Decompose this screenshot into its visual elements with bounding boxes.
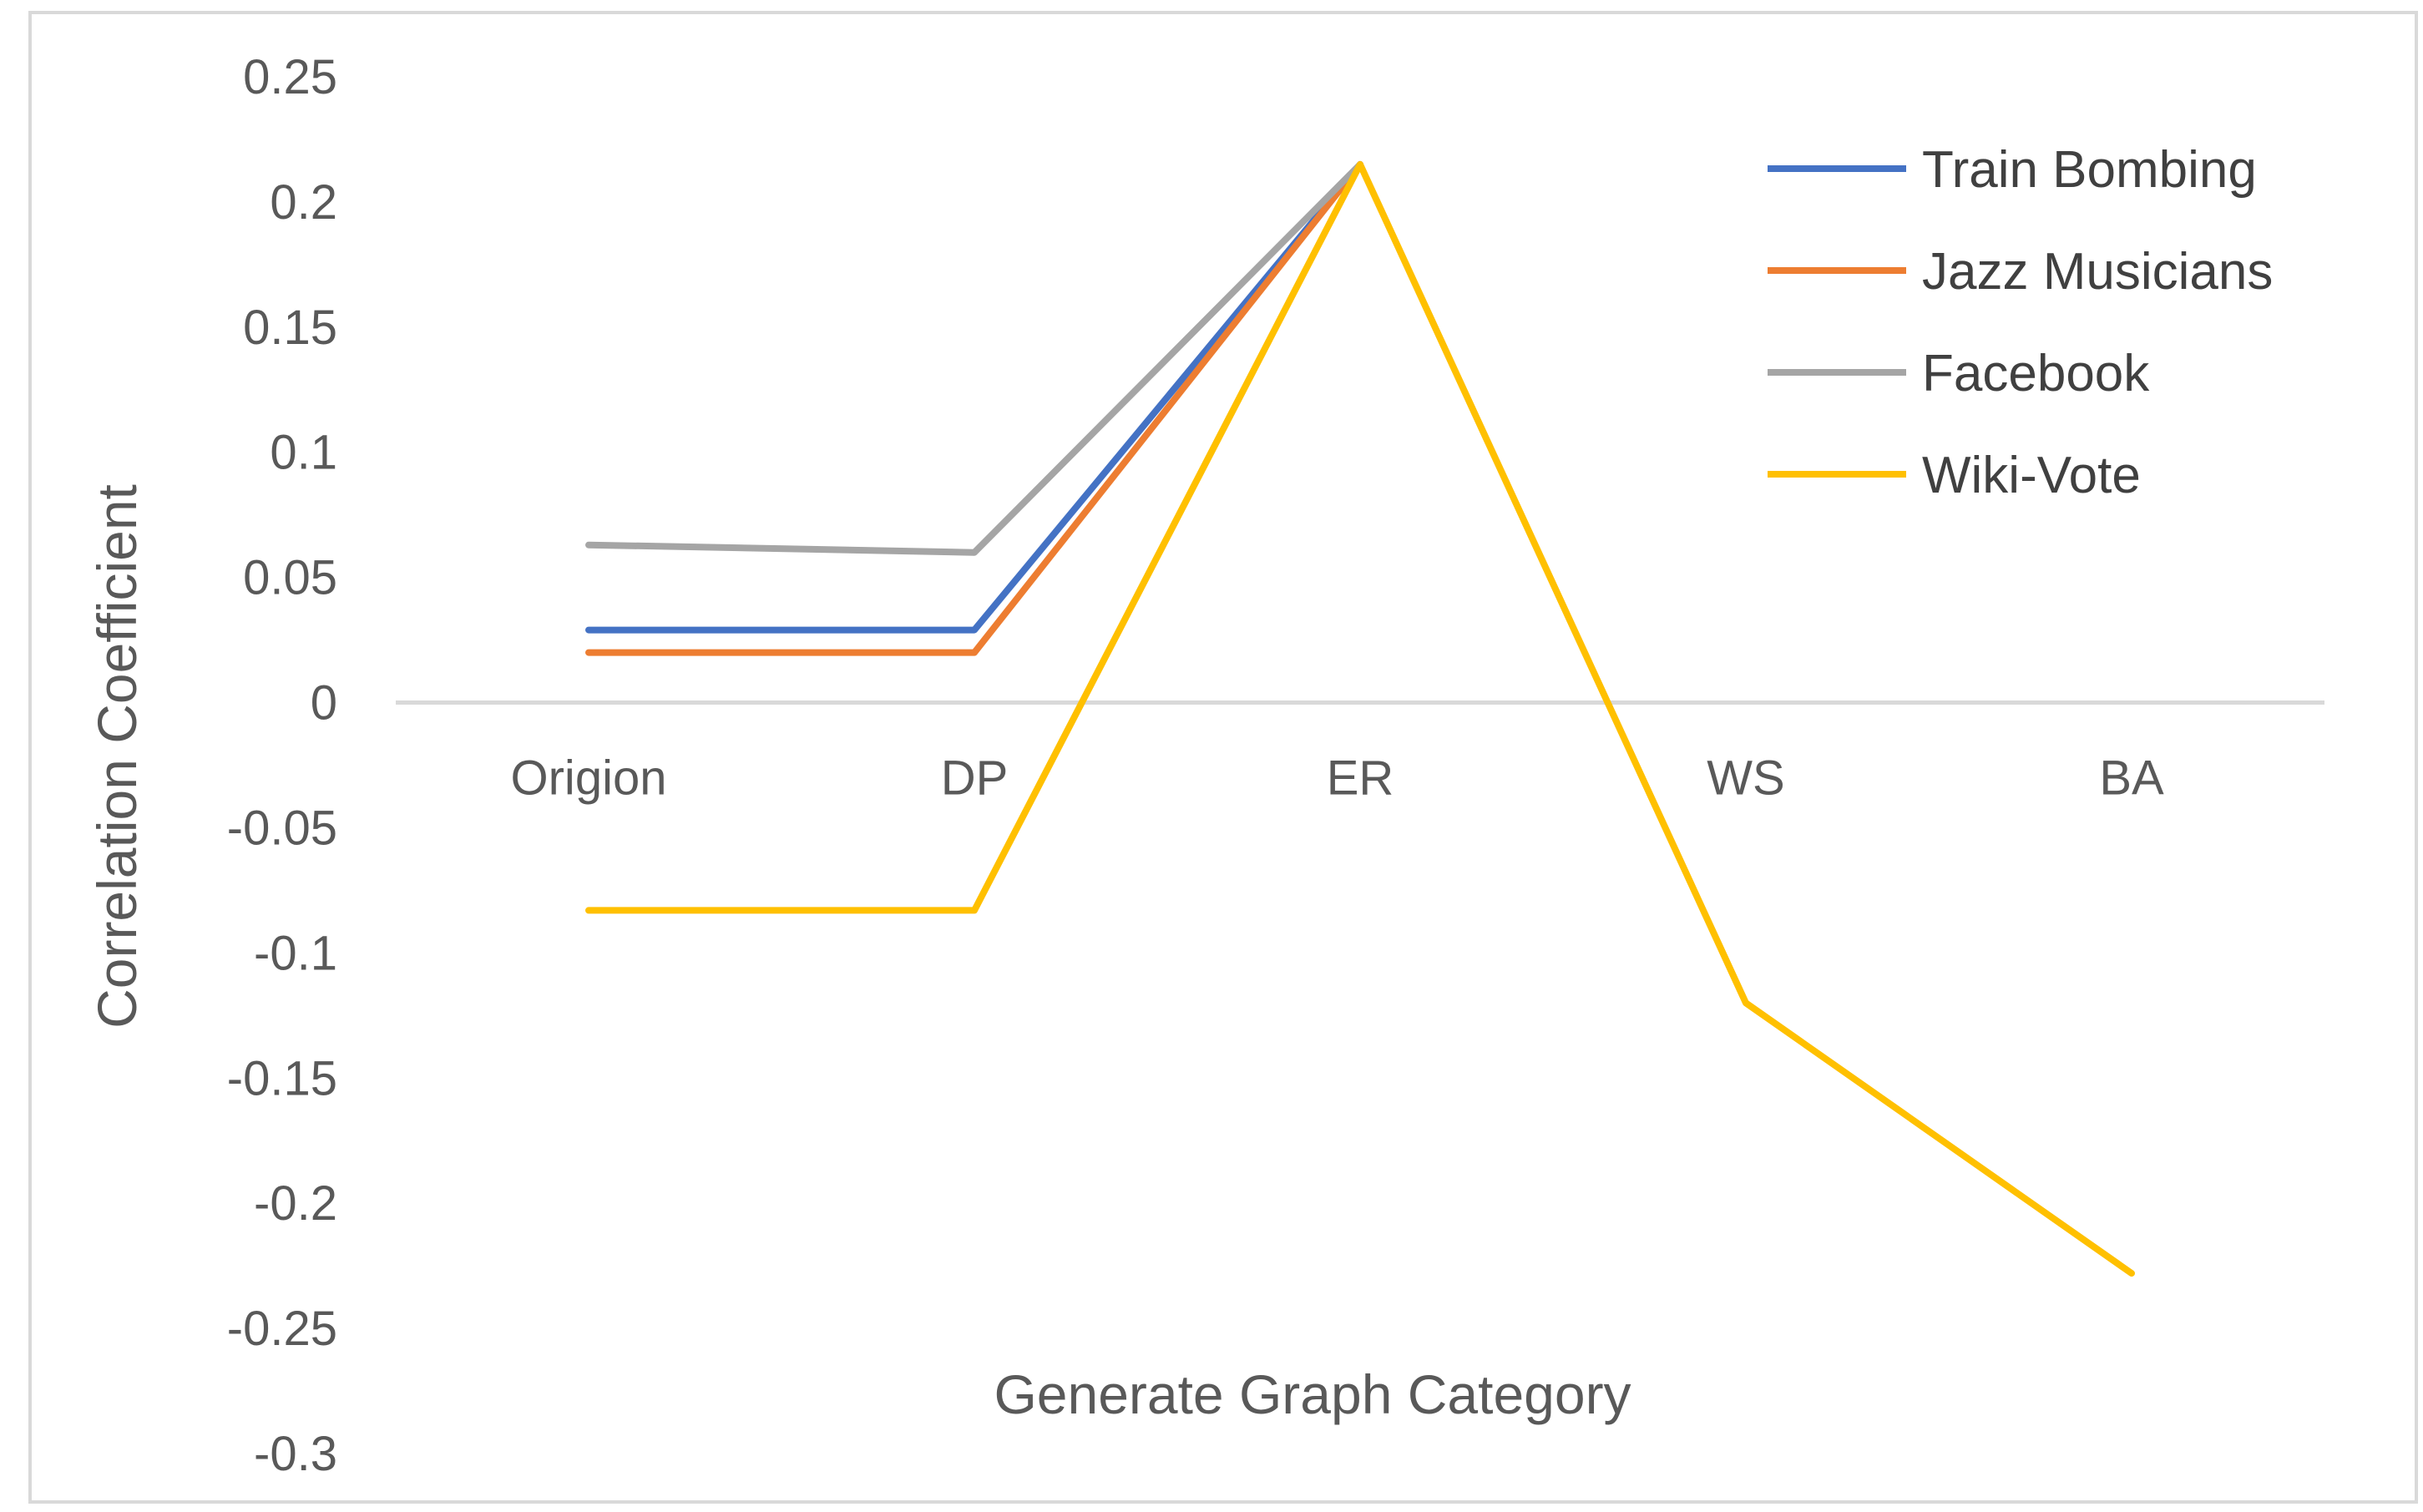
y-tick-label: 0.25	[243, 50, 337, 104]
legend: Train Bombing Jazz Musicians Facebook Wiki-…	[1768, 141, 2273, 504]
x-tick-label: ER	[1327, 751, 1394, 806]
series-line-train-bombing	[585, 160, 1363, 634]
legend-label: Train Bombing	[1922, 141, 2257, 199]
x-tick-label: Origion	[511, 751, 667, 806]
y-tick-label: -0.25	[227, 1302, 337, 1356]
legend-label: Wiki-Vote	[1922, 447, 2141, 504]
y-tick-label: 0.05	[243, 551, 337, 605]
y-tick-label: -0.05	[227, 801, 337, 855]
series-lines	[585, 160, 2135, 1277]
x-tick-label: DP	[941, 751, 1009, 806]
chart-frame	[28, 11, 2418, 1504]
y-axis-ticks: 0.25 0.2 0.15 0.1 0.05 0 -0.05 -0.1 -0.15 -0.2 -0.…	[227, 50, 337, 1481]
y-tick-label: -0.2	[254, 1176, 337, 1231]
x-tick-label: BA	[2099, 751, 2164, 806]
y-tick-label: -0.15	[227, 1051, 337, 1105]
y-tick-label: 0.2	[270, 175, 337, 230]
series-line-wiki-vote	[585, 160, 2135, 1277]
y-tick-label: 0	[311, 676, 337, 731]
y-tick-label: 0.15	[243, 301, 337, 355]
y-axis-title: Correlation Coefficient	[86, 484, 148, 1029]
y-tick-label: -0.3	[254, 1427, 337, 1481]
x-tick-label: WS	[1707, 751, 1784, 806]
legend-label: Jazz Musicians	[1922, 243, 2273, 301]
legend-label: Facebook	[1922, 345, 2150, 402]
x-axis-ticks: Origion DP ER WS BA	[511, 751, 2164, 806]
y-tick-label: 0.1	[270, 426, 337, 480]
y-tick-label: -0.1	[254, 926, 337, 980]
series-line-jazz-musicians	[585, 160, 1363, 656]
series-line-facebook	[585, 160, 1363, 556]
x-axis-title: Generate Graph Category	[994, 1363, 1631, 1425]
